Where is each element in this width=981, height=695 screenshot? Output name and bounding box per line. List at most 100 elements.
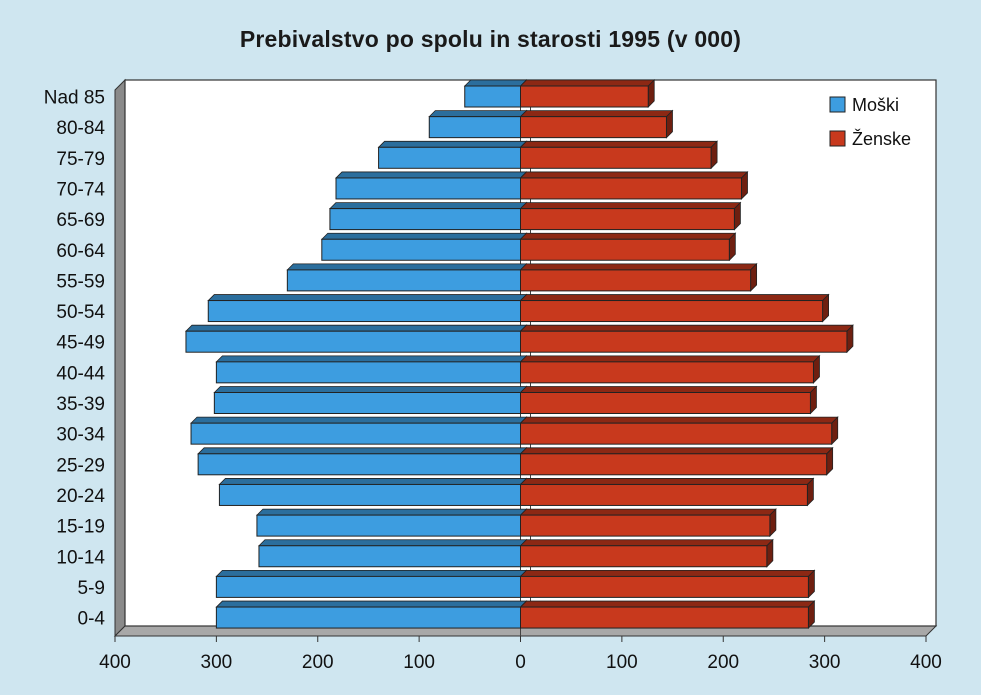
bar-top-face xyxy=(215,570,528,577)
bar-female-65-69 xyxy=(519,201,742,231)
bar-front-face xyxy=(428,116,522,139)
y-tick-label: 45-49 xyxy=(56,333,105,354)
bar-female-15-19 xyxy=(519,508,777,538)
bar-male-55-59 xyxy=(286,262,528,292)
bar-front-face xyxy=(520,300,824,323)
y-tick-label: 75-79 xyxy=(56,149,105,170)
bar-top-face xyxy=(190,416,528,424)
y-tick-label: 50-54 xyxy=(56,302,105,323)
y-tick-label: 25-29 xyxy=(56,455,105,476)
bar-male-50-54 xyxy=(207,293,528,323)
bar-female-0-4 xyxy=(519,600,816,630)
bar-top-face xyxy=(519,324,854,332)
bar-male-10-14 xyxy=(257,538,528,568)
bar-female-80-84 xyxy=(519,109,674,139)
bar-male-5-9 xyxy=(215,569,528,599)
bar-top-face xyxy=(215,600,528,608)
bar-female-75-79 xyxy=(519,140,719,170)
bar-top-face xyxy=(519,416,839,424)
bar-top-face xyxy=(463,79,528,87)
bar-front-face xyxy=(520,177,742,200)
x-tick-label: 200 xyxy=(302,652,334,673)
bars-layer xyxy=(184,79,854,630)
bar-female-55-59 xyxy=(519,262,758,292)
bar-top-face xyxy=(207,294,528,301)
bar-male-60-64 xyxy=(320,232,528,262)
bar-female-50-54 xyxy=(519,293,830,323)
bar-front-face xyxy=(520,238,730,261)
y-tick-label: 40-44 xyxy=(56,363,105,384)
bar-male-25-29 xyxy=(197,446,528,476)
x-tick-label: 100 xyxy=(403,652,435,673)
bar-front-face xyxy=(520,116,667,139)
bar-top-face xyxy=(519,263,758,271)
chart-title: Prebivalstvo po spolu in starosti 1995 (… xyxy=(239,26,742,52)
bar-front-face xyxy=(520,453,828,476)
y-tick-label: 60-64 xyxy=(56,241,105,262)
x-tick-label: 100 xyxy=(606,652,638,673)
y-tick-label: 35-39 xyxy=(56,394,105,415)
bar-male-35-39 xyxy=(213,385,528,415)
bar-female-10-14 xyxy=(519,538,774,568)
bar-top-face xyxy=(519,570,816,577)
bar-front-face xyxy=(207,300,521,323)
bar-top-face xyxy=(519,294,830,301)
bar-top-face xyxy=(519,539,774,547)
bar-front-face xyxy=(520,269,752,292)
x-tick-label: 400 xyxy=(99,652,131,673)
bar-front-face xyxy=(520,85,649,108)
legend-swatch-female xyxy=(829,130,846,147)
bar-front-face xyxy=(286,269,521,292)
y-tick-label: 15-19 xyxy=(56,517,105,538)
bar-front-face xyxy=(215,606,521,629)
bar-front-face xyxy=(520,575,809,598)
y-tick-label: 55-59 xyxy=(56,271,105,292)
bar-top-face xyxy=(519,600,816,608)
bar-top-face xyxy=(519,232,737,240)
left-wall xyxy=(114,78,126,638)
bar-front-face xyxy=(520,545,768,568)
legend: Moški Ženske xyxy=(829,95,911,149)
bar-front-face xyxy=(197,453,521,476)
bar-top-face xyxy=(184,324,528,332)
bar-top-face xyxy=(213,386,528,393)
bar-top-face xyxy=(328,202,528,210)
bar-front-face xyxy=(329,208,522,231)
bar-top-face xyxy=(519,447,834,455)
bar-female-25-29 xyxy=(519,446,834,476)
bar-top-face xyxy=(519,386,818,393)
bar-front-face xyxy=(520,208,735,231)
x-tick-label: 300 xyxy=(809,652,841,673)
bar-female-70-74 xyxy=(519,170,749,200)
bar-female-45-49 xyxy=(519,324,854,354)
bar-male-40-44 xyxy=(215,354,528,384)
y-tick-label: 65-69 xyxy=(56,210,105,231)
bar-male-75-79 xyxy=(377,140,528,170)
bar-front-face xyxy=(520,483,808,506)
bar-top-face xyxy=(257,539,528,547)
bar-top-face xyxy=(335,171,528,179)
bar-top-face xyxy=(255,508,528,516)
bar-front-face xyxy=(464,85,521,108)
bar-female-35-39 xyxy=(519,385,818,415)
bar-front-face xyxy=(520,392,811,414)
axes-layer: Nad 85 80-84 75-79 70-74 65-69 60-64 55-59 50-5… xyxy=(44,88,942,674)
bar-top-face xyxy=(519,171,749,179)
y-tick-label: Nad 85 xyxy=(44,88,105,109)
y-tick-label: 0-4 xyxy=(78,609,106,630)
bar-front-face xyxy=(215,575,521,598)
bar-male-65-69 xyxy=(328,201,528,231)
x-tick-label: 0 xyxy=(515,652,526,673)
legend-swatch-male xyxy=(829,96,846,113)
bar-front-face xyxy=(321,238,521,261)
bar-top-face xyxy=(286,263,528,271)
bar-female-60-64 xyxy=(519,232,737,262)
legend-label-male: Moški xyxy=(852,95,899,115)
bar-front-face xyxy=(520,514,771,537)
bar-male-80-84 xyxy=(428,109,528,139)
bar-top-face xyxy=(519,478,815,485)
bar-front-face xyxy=(520,146,712,169)
y-tick-label: 10-14 xyxy=(56,547,105,568)
bar-front-face xyxy=(218,483,521,506)
bar-front-face xyxy=(256,514,521,537)
